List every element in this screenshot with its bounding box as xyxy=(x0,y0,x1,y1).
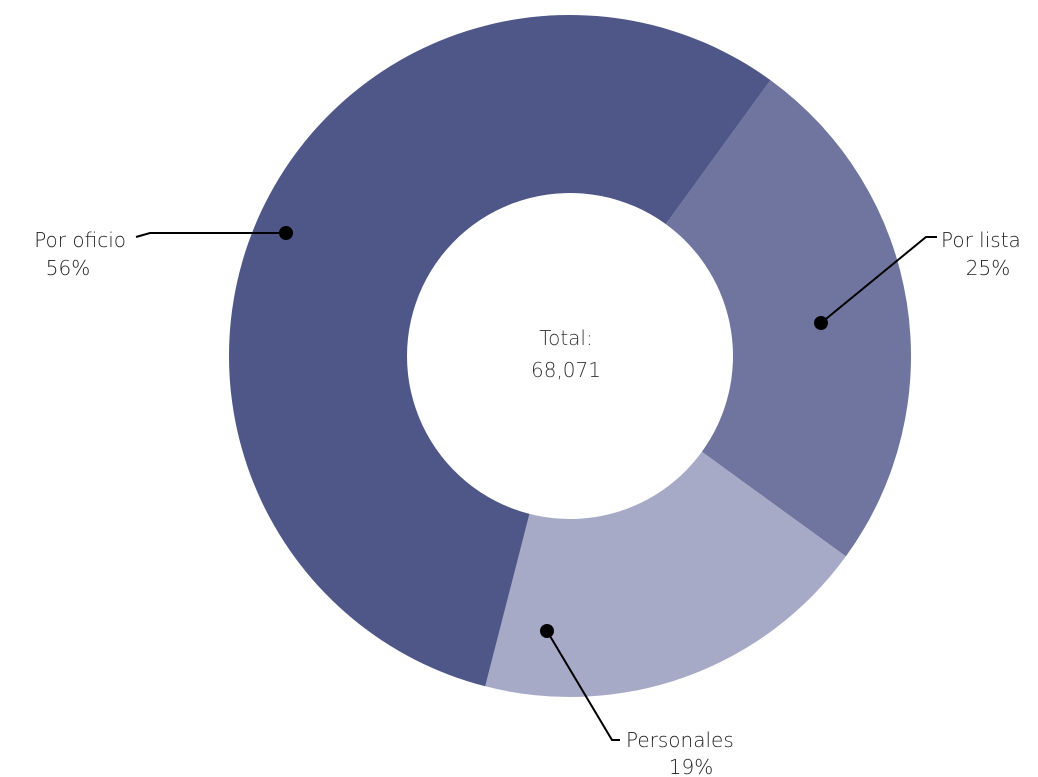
donut-slices xyxy=(228,14,911,697)
label-por-oficio-name: Por oficio xyxy=(34,228,126,252)
label-por-oficio-percent: 56% xyxy=(46,256,90,280)
center-total-value: 68,071 xyxy=(531,358,601,382)
label-por-lista-name: Por lista xyxy=(941,228,1021,252)
label-personales-name: Personales xyxy=(626,728,734,752)
leader-dot-por-lista xyxy=(814,316,828,330)
leader-lines xyxy=(135,226,937,741)
leader-dot-personales xyxy=(540,624,554,638)
slice-por-lista xyxy=(665,80,911,557)
leader-dot-por-oficio xyxy=(279,226,293,240)
leader-por-oficio xyxy=(135,232,286,238)
label-personales-percent: 19% xyxy=(669,755,713,777)
center-total-label: Total: xyxy=(539,326,592,350)
slice-labels: Por oficio 56% Por lista 25% Personales … xyxy=(34,228,1021,777)
center-total: Total: 68,071 xyxy=(531,326,601,382)
slice-personales xyxy=(485,451,846,697)
slice-por-oficio xyxy=(228,14,771,687)
leader-por-lista xyxy=(820,236,937,324)
leader-personales xyxy=(546,630,620,741)
label-por-lista-percent: 25% xyxy=(966,256,1010,280)
